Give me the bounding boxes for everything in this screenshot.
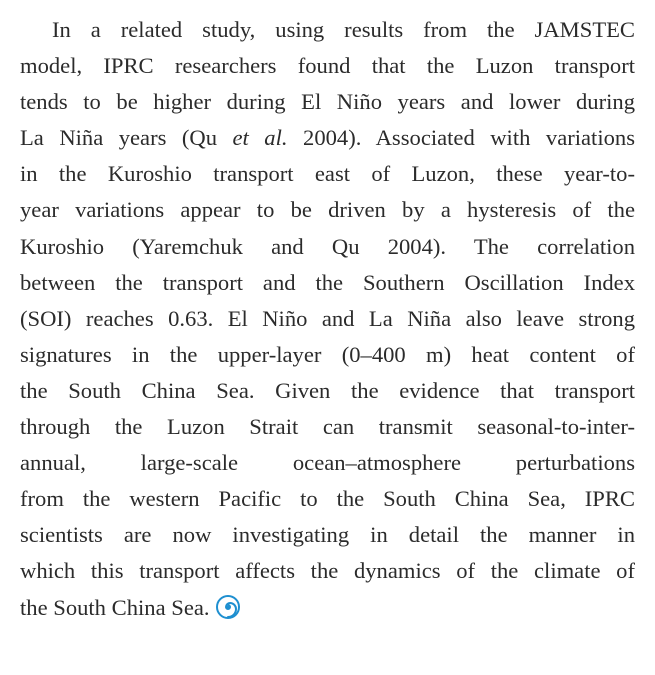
text-segment: tends to be higher during El Niño years …: [20, 89, 635, 115]
text-line: year variations appear to be driven by a…: [20, 192, 635, 228]
text-segment: In a related study, using results from t…: [52, 17, 635, 42]
text-line: in the Kuroshio transport east of Luzon,…: [20, 156, 635, 192]
text-segment: from the western Pacific to the South Ch…: [20, 486, 635, 512]
text-segment: the South China Sea.: [20, 594, 210, 620]
text-line: Kuroshio (Yaremchuk and Qu 2004). The co…: [20, 229, 635, 265]
text-line: La Niña years (Qu et al. 2004). Associat…: [20, 120, 635, 156]
text-line: which this transport affects the dynamic…: [20, 553, 635, 589]
text-segment: in the Kuroshio transport east of Luzon,…: [20, 161, 635, 187]
text-segment: signatures in the upper-layer (0–400 m) …: [20, 341, 635, 367]
text-line: scientists are now investigating in deta…: [20, 517, 635, 553]
text-segment: La Niña years (Qu: [20, 125, 233, 151]
emphasis: et al.: [232, 125, 288, 151]
text-segment: annual, large-scale ocean–atmosphere per…: [20, 450, 635, 476]
text-segment: scientists are now investigating in deta…: [20, 522, 635, 548]
text-segment: (SOI) reaches 0.63. El Niño and La Niña …: [20, 305, 635, 331]
text-line: from the western Pacific to the South Ch…: [20, 481, 635, 517]
text-line: model, IPRC researchers found that the L…: [20, 48, 635, 84]
text-line: the South China Sea.: [20, 590, 635, 626]
text-segment: which this transport affects the dynamic…: [20, 558, 635, 584]
text-line: (SOI) reaches 0.63. El Niño and La Niña …: [20, 301, 635, 337]
text-line: annual, large-scale ocean–atmosphere per…: [20, 445, 635, 481]
text-line: In a related study, using results from t…: [20, 12, 635, 48]
text-line: tends to be higher during El Niño years …: [20, 84, 635, 120]
article-paragraph: In a related study, using results from t…: [20, 12, 635, 626]
text-line: through the Luzon Strait can transmit se…: [20, 409, 635, 445]
text-line: signatures in the upper-layer (0–400 m) …: [20, 337, 635, 373]
text-segment: the South China Sea. Given the evidence …: [20, 377, 635, 403]
text-segment: Kuroshio (Yaremchuk and Qu 2004). The co…: [20, 233, 635, 259]
text-line: between the transport and the Southern O…: [20, 265, 635, 301]
text-segment: 2004). Associated with variations: [287, 125, 635, 151]
text-segment: model, IPRC researchers found that the L…: [20, 53, 635, 79]
text-segment: between the transport and the Southern O…: [20, 269, 635, 295]
text-segment: year variations appear to be driven by a…: [20, 197, 635, 223]
end-mark-icon: [215, 594, 240, 619]
text-line: the South China Sea. Given the evidence …: [20, 373, 635, 409]
text-segment: through the Luzon Strait can transmit se…: [20, 414, 635, 440]
